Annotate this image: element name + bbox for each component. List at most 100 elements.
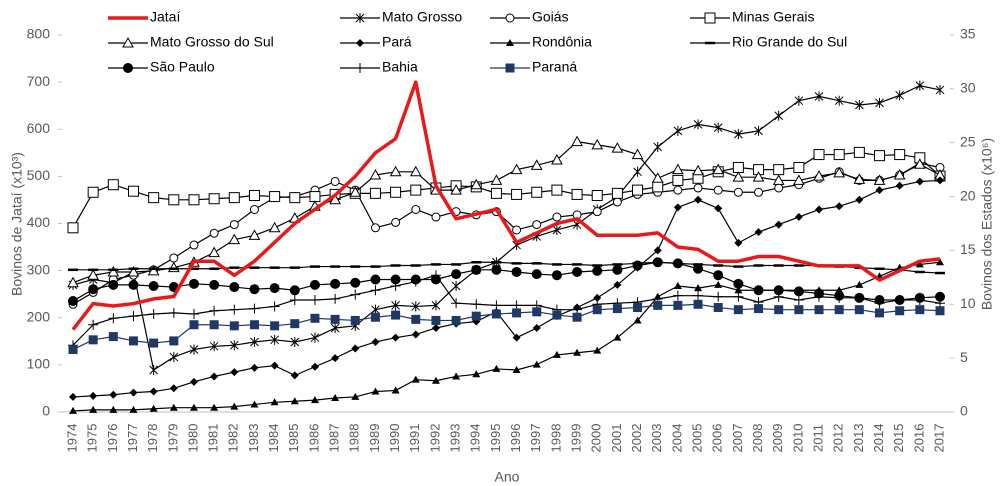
marker bbox=[672, 258, 683, 269]
x-tick-label: 2009 bbox=[770, 424, 785, 453]
marker bbox=[895, 306, 905, 316]
marker bbox=[128, 279, 139, 290]
x-tick-label: 2008 bbox=[750, 424, 765, 453]
marker bbox=[210, 403, 219, 411]
marker bbox=[371, 387, 380, 395]
marker bbox=[228, 192, 240, 204]
marker bbox=[531, 269, 542, 280]
marker bbox=[189, 344, 199, 355]
x-tick-label: 2014 bbox=[871, 424, 886, 453]
x-tick-label: 1978 bbox=[145, 424, 160, 453]
marker bbox=[471, 264, 482, 275]
y-tick-label: 600 bbox=[27, 120, 51, 136]
marker bbox=[673, 185, 683, 195]
legend-label: Mato Grosso bbox=[382, 9, 462, 25]
marker bbox=[107, 179, 119, 191]
marker bbox=[168, 194, 180, 206]
marker bbox=[551, 184, 563, 196]
marker bbox=[409, 165, 422, 177]
y2-tick-label: 30 bbox=[960, 80, 976, 96]
marker bbox=[694, 195, 703, 204]
marker bbox=[793, 161, 805, 173]
marker bbox=[122, 36, 134, 48]
marker bbox=[208, 193, 220, 205]
marker bbox=[67, 276, 79, 288]
marker bbox=[612, 264, 623, 275]
marker bbox=[772, 174, 785, 185]
marker bbox=[653, 142, 663, 153]
marker bbox=[188, 308, 199, 319]
marker bbox=[551, 153, 563, 165]
marker bbox=[109, 390, 118, 399]
marker bbox=[652, 181, 664, 193]
marker bbox=[87, 186, 99, 198]
y2-tick-label: 25 bbox=[960, 133, 976, 149]
x-tick-label: 1995 bbox=[488, 424, 503, 453]
x-tick-label: 1997 bbox=[528, 424, 543, 453]
marker bbox=[249, 303, 260, 314]
marker bbox=[855, 195, 864, 204]
marker bbox=[209, 228, 219, 238]
marker bbox=[390, 280, 401, 291]
marker bbox=[875, 97, 884, 108]
marker bbox=[491, 300, 502, 311]
marker bbox=[410, 276, 421, 287]
marker bbox=[913, 158, 926, 169]
marker bbox=[915, 80, 925, 91]
legend-label: Jataí bbox=[150, 9, 180, 25]
x-tick-label: 1989 bbox=[367, 424, 382, 453]
marker bbox=[652, 257, 663, 268]
marker bbox=[633, 166, 642, 177]
marker bbox=[572, 312, 582, 322]
marker bbox=[632, 184, 644, 196]
marker bbox=[915, 305, 925, 315]
marker bbox=[371, 337, 380, 346]
marker bbox=[833, 149, 845, 161]
series-line bbox=[72, 179, 941, 398]
x-tick-label: 1982 bbox=[226, 424, 241, 453]
marker bbox=[391, 300, 400, 311]
x-tick-label: 1999 bbox=[569, 424, 584, 453]
x-tick-label: 2005 bbox=[689, 424, 704, 453]
x-tick-label: 1980 bbox=[185, 424, 200, 453]
marker bbox=[505, 63, 515, 73]
y-tick-label: 100 bbox=[27, 356, 51, 372]
marker bbox=[572, 266, 583, 277]
marker bbox=[754, 304, 764, 314]
marker bbox=[210, 372, 219, 381]
marker bbox=[149, 404, 158, 412]
marker bbox=[350, 277, 361, 288]
marker bbox=[107, 265, 120, 277]
marker bbox=[310, 362, 319, 371]
marker bbox=[774, 110, 784, 121]
marker bbox=[209, 305, 220, 316]
marker bbox=[854, 100, 864, 111]
legend-label: São Paulo bbox=[150, 59, 215, 75]
marker bbox=[168, 307, 179, 318]
marker bbox=[88, 319, 99, 330]
marker bbox=[309, 279, 320, 290]
marker bbox=[89, 405, 98, 413]
marker bbox=[834, 292, 845, 303]
marker bbox=[492, 364, 501, 372]
marker bbox=[289, 294, 300, 305]
marker bbox=[108, 279, 119, 290]
marker bbox=[331, 354, 340, 363]
marker bbox=[370, 312, 380, 322]
marker bbox=[895, 90, 905, 101]
marker bbox=[593, 346, 602, 354]
marker bbox=[532, 360, 541, 368]
marker bbox=[773, 164, 785, 176]
marker bbox=[149, 338, 159, 348]
marker bbox=[309, 294, 320, 305]
legend-label: Mato Grosso do Sul bbox=[150, 34, 274, 50]
marker bbox=[249, 320, 259, 330]
marker bbox=[506, 39, 514, 46]
marker bbox=[451, 280, 461, 291]
marker bbox=[853, 173, 866, 184]
x-tick-label: 1984 bbox=[266, 424, 281, 453]
series-line bbox=[72, 85, 941, 371]
series-line bbox=[72, 261, 941, 302]
marker bbox=[713, 291, 724, 302]
marker bbox=[611, 142, 624, 153]
